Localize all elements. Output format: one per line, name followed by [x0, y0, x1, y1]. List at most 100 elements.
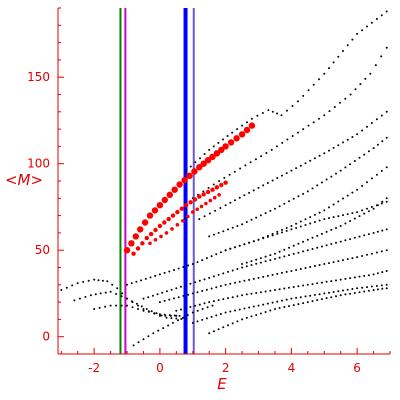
- data-point: [351, 191, 354, 194]
- data-point: [203, 153, 206, 155]
- data-point: [335, 227, 337, 229]
- data-point: [323, 72, 326, 75]
- data-point: [173, 314, 176, 317]
- data-point: [264, 311, 267, 313]
- data-point: [358, 156, 361, 159]
- data-point: [245, 265, 248, 268]
- data-point: [231, 131, 234, 134]
- data-point: [144, 277, 147, 280]
- data-point: [372, 273, 375, 276]
- data-point: [212, 145, 215, 148]
- data-point: [173, 297, 175, 300]
- data-point: [222, 298, 225, 301]
- data-point: [236, 295, 239, 298]
- data-point: [363, 290, 366, 293]
- data-point: [208, 198, 213, 203]
- data-point: [164, 231, 169, 235]
- data-point: [363, 234, 366, 237]
- data-point: [381, 287, 384, 290]
- data-point: [175, 309, 178, 312]
- y-tick-label: 150: [27, 70, 50, 84]
- data-point: [175, 317, 178, 320]
- data-point: [250, 218, 253, 221]
- data-point: [346, 258, 349, 261]
- data-point: [332, 61, 335, 64]
- data-point: [175, 223, 180, 227]
- data-point: [229, 201, 232, 204]
- data-point: [320, 181, 323, 184]
- data-point: [344, 222, 347, 225]
- data-point: [318, 293, 321, 296]
- data-point: [132, 233, 139, 240]
- data-point: [217, 141, 220, 144]
- data-point: [250, 117, 253, 120]
- data-point: [275, 145, 278, 148]
- data-point: [203, 278, 206, 281]
- data-point: [349, 277, 352, 280]
- data-point: [380, 284, 383, 287]
- data-point: [318, 154, 321, 157]
- data-point: [358, 215, 361, 218]
- data-point: [147, 296, 150, 299]
- data-point: [144, 235, 149, 241]
- data-point: [312, 83, 315, 86]
- data-point: [297, 251, 300, 254]
- data-point: [115, 293, 118, 295]
- data-point: [259, 214, 262, 217]
- data-point: [309, 222, 312, 225]
- data-point: [361, 129, 364, 132]
- data-point: [363, 212, 366, 215]
- data-point: [385, 287, 388, 290]
- data-point: [191, 263, 194, 265]
- data-point: [385, 249, 388, 252]
- data-point: [156, 202, 164, 209]
- data-point: [223, 180, 228, 185]
- data-point: [142, 308, 145, 310]
- data-point: [366, 25, 368, 28]
- data-point: [259, 312, 262, 315]
- data-point: [381, 271, 384, 274]
- data-point: [135, 246, 141, 251]
- data-point: [186, 214, 190, 219]
- data-point: [154, 274, 157, 277]
- data-point: [353, 276, 356, 279]
- data-point: [328, 149, 330, 152]
- data-point: [376, 230, 379, 233]
- data-point: [196, 320, 199, 323]
- data-point: [271, 273, 274, 276]
- data-point: [157, 223, 163, 229]
- data-point: [367, 210, 370, 213]
- data-point: [255, 216, 258, 219]
- data-point: [344, 293, 347, 296]
- data-point: [234, 199, 236, 202]
- data-point: [358, 275, 361, 278]
- data-point: [210, 255, 213, 258]
- data-point: [380, 14, 383, 17]
- data-point: [335, 279, 337, 282]
- data-point: [205, 189, 211, 195]
- data-point: [162, 327, 165, 330]
- data-point: [233, 135, 240, 142]
- data-point: [123, 247, 131, 254]
- data-point: [328, 67, 330, 70]
- data-point: [156, 293, 159, 296]
- data-point: [204, 201, 208, 206]
- data-point: [375, 251, 378, 254]
- data-point: [346, 138, 349, 141]
- data-point: [245, 261, 248, 264]
- data-point: [385, 228, 388, 231]
- data-point: [155, 312, 158, 315]
- data-point: [238, 280, 241, 283]
- data-point: [170, 288, 173, 291]
- data-point: [212, 183, 215, 186]
- data-point: [306, 249, 309, 252]
- data-point: [271, 110, 274, 113]
- data-point: [276, 177, 279, 179]
- data-point: [367, 274, 370, 277]
- data-point: [257, 186, 260, 189]
- data-point: [250, 315, 253, 318]
- data-point: [234, 309, 236, 312]
- data-point: [302, 128, 305, 131]
- data-point: [297, 131, 299, 134]
- data-point: [290, 228, 293, 231]
